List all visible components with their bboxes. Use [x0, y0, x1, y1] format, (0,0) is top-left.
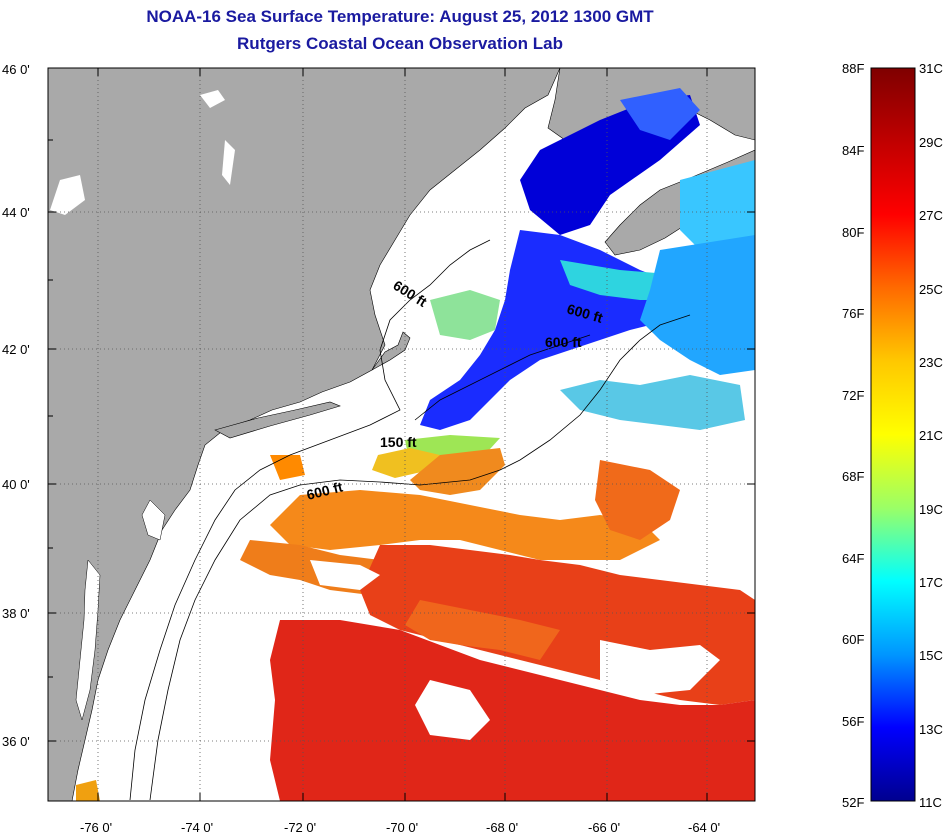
celsius-label: 31C	[919, 61, 943, 76]
lat-label: 44 0'	[2, 205, 30, 220]
celsius-label: 25C	[919, 282, 943, 297]
water-delaware-bay	[141, 499, 166, 541]
celsius-label: 17C	[919, 575, 943, 590]
lon-label: -68 0'	[486, 820, 518, 835]
celsius-label: 29C	[919, 135, 943, 150]
sst-data-layer	[76, 88, 755, 801]
celsius-label: 23C	[919, 355, 943, 370]
longitude-labels: -76 0' -74 0' -72 0' -70 0' -68 0' -66 0…	[80, 820, 720, 835]
land-long-island	[214, 401, 341, 439]
latitude-labels: 46 0' 44 0' 42 0' 40 0' 38 0' 36 0'	[2, 62, 30, 749]
axis-ticks	[48, 68, 755, 801]
celsius-label: 21C	[919, 428, 943, 443]
map-title: NOAA-16 Sea Surface Temperature: August …	[146, 7, 654, 26]
celsius-label: 11C	[919, 795, 942, 810]
fahrenheit-label: 88F	[842, 61, 864, 76]
fahrenheit-label: 52F	[842, 795, 864, 810]
inland-lake	[200, 90, 225, 108]
contour-label: 150 ft	[380, 434, 417, 450]
lat-label: 40 0'	[2, 477, 30, 492]
fahrenheit-label: 64F	[842, 551, 864, 566]
colorbar-fahrenheit-labels: 88F 84F 80F 76F 72F 68F 64F 60F 56F 52F	[842, 61, 864, 810]
celsius-label: 15C	[919, 648, 943, 663]
lon-label: -72 0'	[284, 820, 316, 835]
fahrenheit-label: 68F	[842, 469, 864, 484]
water-chesapeake-bay	[75, 559, 101, 721]
fahrenheit-label: 60F	[842, 632, 864, 647]
lat-label: 42 0'	[2, 342, 30, 357]
contour-label: 600 ft	[545, 334, 582, 350]
map-subtitle: Rutgers Coastal Ocean Observation Lab	[237, 34, 563, 53]
fahrenheit-label: 56F	[842, 714, 864, 729]
lon-label: -76 0'	[80, 820, 112, 835]
map-frame	[47, 67, 756, 802]
lon-label: -70 0'	[386, 820, 418, 835]
lat-label: 46 0'	[2, 62, 30, 77]
lat-label: 38 0'	[2, 606, 30, 621]
celsius-label: 19C	[919, 502, 943, 517]
fahrenheit-label: 84F	[842, 143, 864, 158]
lon-label: -66 0'	[588, 820, 620, 835]
lat-label: 36 0'	[2, 734, 30, 749]
inland-lake	[50, 175, 85, 215]
fahrenheit-label: 72F	[842, 388, 864, 403]
lon-label: -64 0'	[688, 820, 720, 835]
colorbar-celsius-labels: 31C 29C 27C 25C 23C 21C 19C 17C 15C 13C …	[919, 61, 943, 810]
fahrenheit-label: 80F	[842, 225, 864, 240]
celsius-label: 27C	[919, 208, 943, 223]
fahrenheit-label: 76F	[842, 306, 864, 321]
bathymetry-contours	[129, 239, 691, 801]
celsius-label: 13C	[919, 722, 943, 737]
colorbar-gradient	[870, 67, 916, 802]
lon-label: -74 0'	[181, 820, 213, 835]
inland-lake	[222, 140, 235, 185]
